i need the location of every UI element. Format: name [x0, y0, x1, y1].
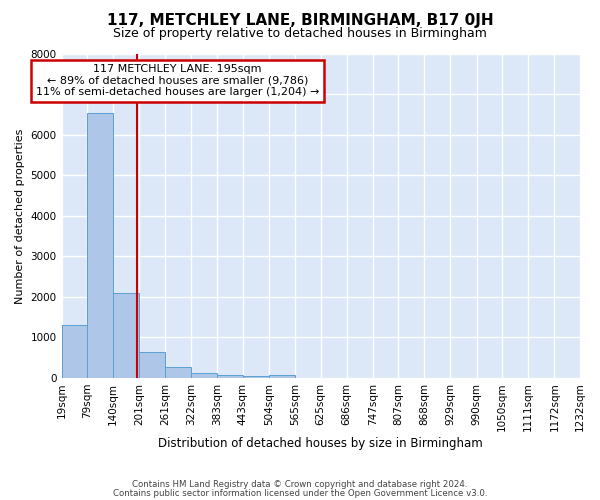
- X-axis label: Distribution of detached houses by size in Birmingham: Distribution of detached houses by size …: [158, 437, 483, 450]
- Bar: [113, 293, 139, 378]
- Text: 117 METCHLEY LANE: 195sqm  
← 89% of detached houses are smaller (9,786)
11% of : 117 METCHLEY LANE: 195sqm ← 89% of detac…: [35, 64, 319, 98]
- Bar: [87, 112, 113, 378]
- Text: Contains public sector information licensed under the Open Government Licence v3: Contains public sector information licen…: [113, 488, 487, 498]
- Y-axis label: Number of detached properties: Number of detached properties: [15, 128, 25, 304]
- Bar: [191, 374, 217, 378]
- Text: Contains HM Land Registry data © Crown copyright and database right 2024.: Contains HM Land Registry data © Crown c…: [132, 480, 468, 489]
- Bar: [243, 376, 269, 378]
- Bar: [217, 375, 243, 378]
- Text: 117, METCHLEY LANE, BIRMINGHAM, B17 0JH: 117, METCHLEY LANE, BIRMINGHAM, B17 0JH: [107, 12, 493, 28]
- Bar: [139, 352, 165, 378]
- Text: Size of property relative to detached houses in Birmingham: Size of property relative to detached ho…: [113, 28, 487, 40]
- Bar: [269, 375, 295, 378]
- Bar: [62, 325, 87, 378]
- Bar: [165, 368, 191, 378]
